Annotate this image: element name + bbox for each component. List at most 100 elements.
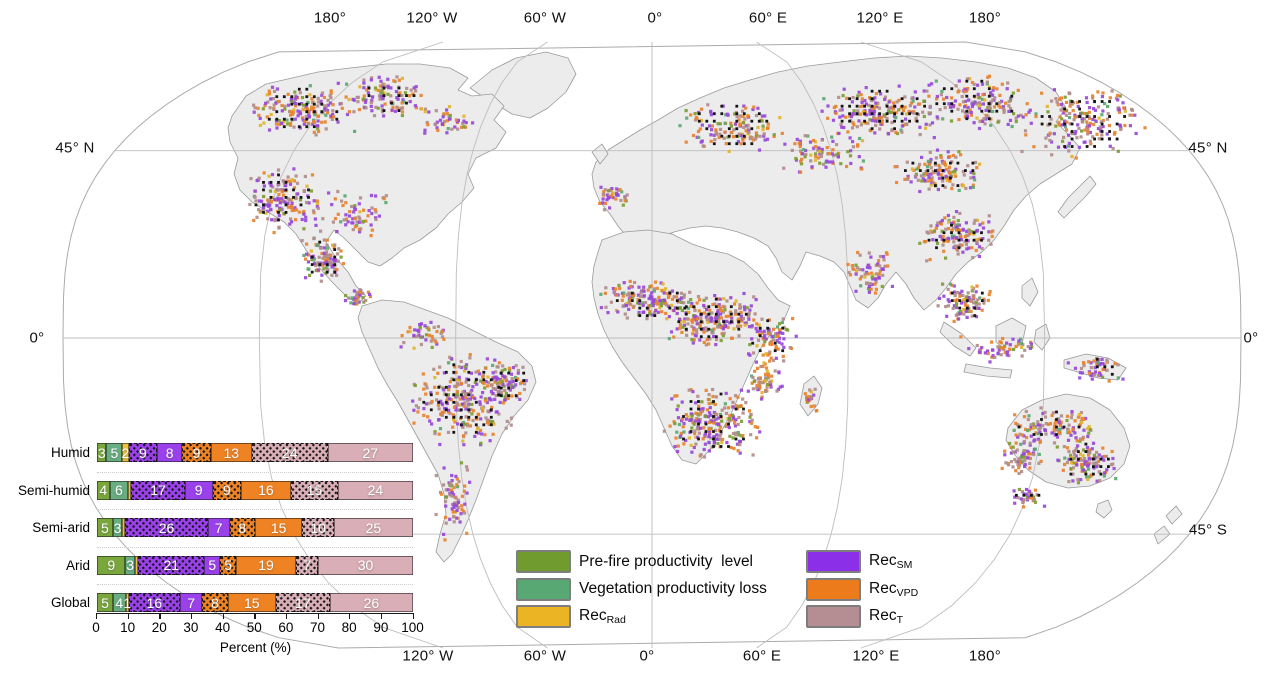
burned-pixel [1068,102,1072,106]
burned-pixel [1077,126,1081,130]
burned-pixel [718,437,722,441]
burned-pixel [1096,459,1101,463]
burned-pixel [432,325,436,329]
burned-pixel [1054,97,1058,101]
burned-pixel [470,388,474,393]
burned-pixel [494,410,498,414]
burned-pixel [373,86,378,90]
burned-pixel [900,130,904,134]
significance-dot [489,423,493,427]
burned-pixel [1051,411,1055,415]
burned-pixel [724,424,728,428]
burned-pixel [277,226,281,230]
burned-pixel [907,109,911,113]
burned-pixel [1088,428,1092,432]
burned-pixel [981,119,985,123]
burned-pixel [702,455,707,459]
burned-pixel [849,161,853,166]
significance-dot [1092,465,1095,468]
burned-pixel [929,157,933,162]
burned-pixel [942,160,946,164]
burned-pixel [932,170,936,174]
burned-pixel [894,111,898,115]
burned-pixel [839,162,843,166]
burned-pixel [433,385,437,389]
burned-pixel [381,97,385,101]
burned-pixel [329,91,333,95]
burned-pixel [920,179,924,183]
burned-pixel [667,315,671,319]
significance-dot [682,415,685,418]
burned-pixel [704,326,708,330]
burned-pixel [869,287,873,291]
burned-pixel [704,420,708,425]
burned-pixel [456,485,460,489]
burned-pixel [975,343,979,348]
burned-pixel [435,126,439,130]
burned-pixel [440,410,444,414]
significance-dot [284,188,288,192]
burned-pixel [365,88,369,92]
burned-pixel [296,114,300,118]
burned-pixel [267,92,272,96]
burned-pixel [286,201,290,206]
burned-pixel [625,304,629,308]
burned-pixel [1078,423,1082,427]
burned-pixel [468,424,472,428]
burned-pixel [877,272,881,276]
x-axis-tick [127,614,129,619]
burned-pixel [1117,108,1121,112]
burned-pixel [357,300,361,304]
bar-segment-loss: 4 [112,593,126,613]
burned-pixel [1029,434,1033,438]
burned-pixel [325,243,329,247]
burned-pixel [714,132,718,136]
burned-pixel [718,307,722,311]
burned-pixel [438,118,443,122]
burned-pixel [1024,487,1029,492]
burned-pixel [854,289,858,293]
burned-pixel [637,301,641,305]
land-sulawesi [1033,323,1051,351]
burned-pixel [762,335,766,340]
burned-pixel [252,110,256,114]
burned-pixel [307,253,311,257]
significance-dot [773,349,777,353]
burned-pixel [860,97,864,101]
significance-dot [1040,122,1044,126]
burned-pixel [806,395,810,399]
significance-dot [957,246,961,250]
burned-pixel [614,197,618,201]
burned-pixel [766,122,770,126]
burned-pixel [269,112,273,117]
burned-pixel [992,105,997,109]
burned-pixel [709,133,713,137]
burned-pixel [890,120,894,125]
bar-category-label: Semi-humid [17,482,90,498]
significance-dot [878,119,881,123]
burned-pixel [1060,117,1064,121]
burned-pixel [431,337,435,341]
burned-pixel [1083,117,1087,121]
bar-segment-value: 24 [281,444,298,461]
burned-pixel [1090,447,1094,451]
burned-pixel [1018,463,1022,467]
significance-dot [318,240,322,244]
burned-pixel [1052,88,1056,92]
burned-pixel [1078,439,1082,443]
burned-pixel [1080,111,1084,115]
burned-pixel [1106,104,1110,109]
burned-pixel [509,372,514,376]
burned-pixel [1000,82,1004,86]
burned-pixel [1096,455,1100,459]
burned-pixel [952,319,956,323]
burned-pixel [922,172,926,176]
burned-pixel [495,378,499,382]
x-axis-tick [285,614,288,619]
bar-segment-value: 9 [222,482,231,499]
burned-pixel [791,317,795,321]
burned-pixel [461,439,465,443]
burned-pixel [685,333,689,337]
burned-pixel [344,217,349,221]
burned-pixel [705,408,709,412]
